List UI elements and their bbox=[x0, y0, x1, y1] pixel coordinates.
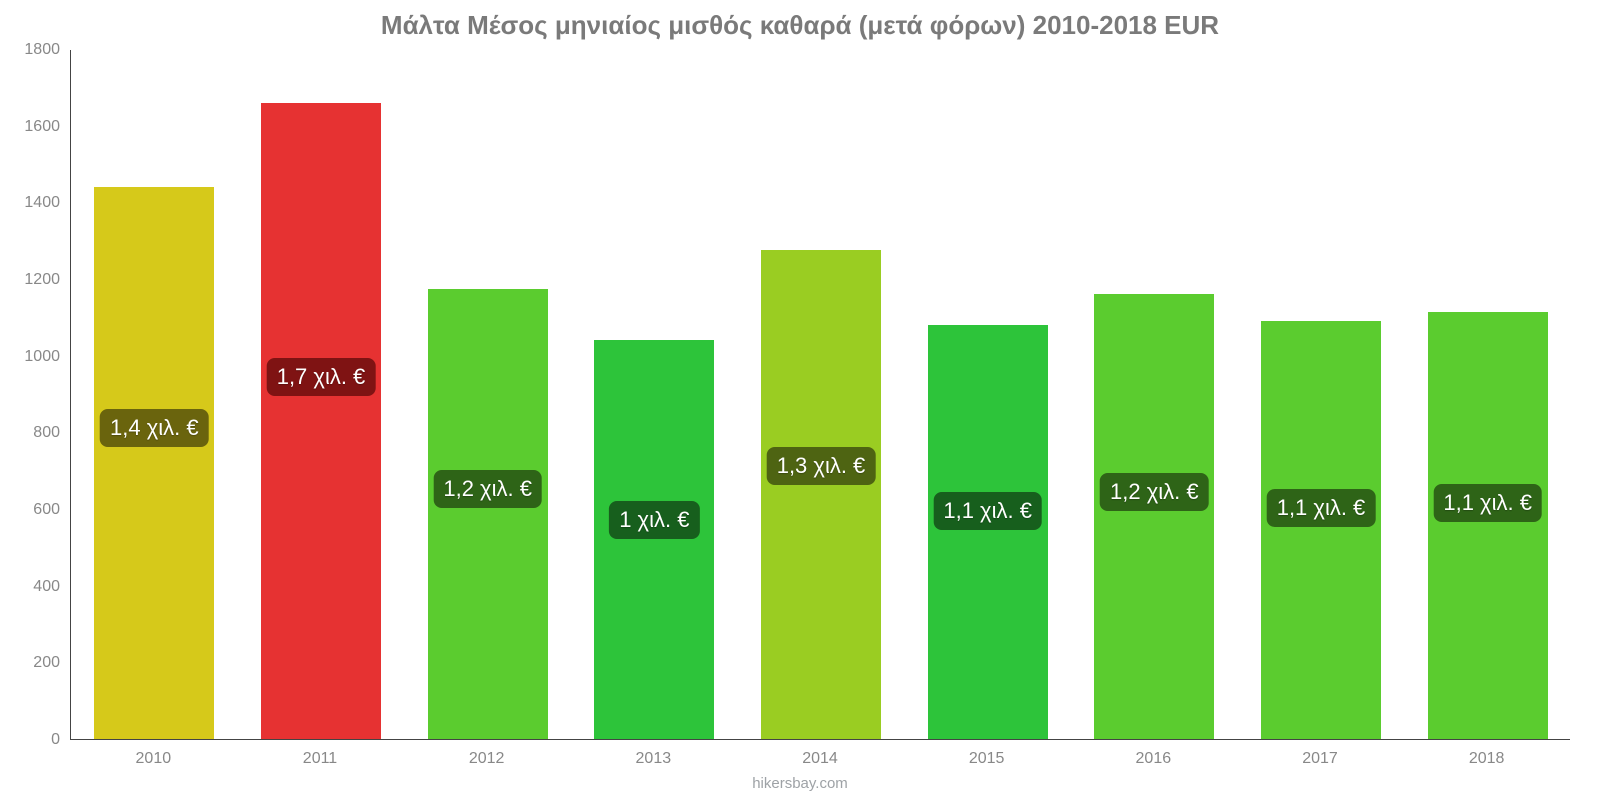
bar-value-label: 1,3 χιλ. € bbox=[767, 447, 876, 485]
x-tick-label: 2010 bbox=[136, 750, 172, 768]
y-tick-label: 600 bbox=[0, 501, 60, 519]
bar-value-label: 1,7 χιλ. € bbox=[267, 358, 376, 396]
bar bbox=[1094, 294, 1214, 739]
x-tick-label: 2012 bbox=[469, 750, 505, 768]
x-tick-label: 2014 bbox=[802, 750, 838, 768]
chart-caption: hikersbay.com bbox=[0, 775, 1600, 792]
y-tick-label: 1600 bbox=[0, 118, 60, 136]
x-tick-label: 2018 bbox=[1469, 750, 1505, 768]
y-tick-label: 1800 bbox=[0, 41, 60, 59]
x-tick-label: 2011 bbox=[303, 750, 337, 768]
bar-value-label: 1,1 χιλ. € bbox=[1433, 484, 1542, 522]
plot-area: 1,4 χιλ. € 1,7 χιλ. € 1,2 χιλ. € 1 χιλ. € 1,… bbox=[70, 50, 1570, 740]
bar-value-label: 1,2 χιλ. € bbox=[433, 470, 542, 508]
bar bbox=[1428, 312, 1548, 739]
y-tick-label: 200 bbox=[0, 654, 60, 672]
y-tick-label: 1400 bbox=[0, 194, 60, 212]
bar bbox=[261, 103, 381, 739]
x-tick-label: 2017 bbox=[1302, 750, 1338, 768]
y-tick-label: 800 bbox=[0, 424, 60, 442]
chart-title: Μάλτα Μέσος μηνιαίος μισθός καθαρά (μετά… bbox=[0, 10, 1600, 41]
y-tick-label: 1200 bbox=[0, 271, 60, 289]
bar bbox=[1261, 321, 1381, 739]
y-tick-label: 400 bbox=[0, 578, 60, 596]
bar-value-label: 1,2 χιλ. € bbox=[1100, 473, 1209, 511]
bar-value-label: 1,1 χιλ. € bbox=[933, 492, 1042, 530]
bar-value-label: 1,4 χιλ. € bbox=[100, 409, 209, 447]
bar bbox=[94, 187, 214, 739]
bar bbox=[928, 325, 1048, 739]
bar-value-label: 1 χιλ. € bbox=[609, 501, 699, 539]
bar bbox=[428, 289, 548, 739]
y-tick-label: 1000 bbox=[0, 348, 60, 366]
bar bbox=[761, 250, 881, 739]
y-tick-label: 0 bbox=[0, 731, 60, 749]
salary-bar-chart: Μάλτα Μέσος μηνιαίος μισθός καθαρά (μετά… bbox=[0, 0, 1600, 800]
bar bbox=[594, 340, 714, 739]
bar-value-label: 1,1 χιλ. € bbox=[1267, 489, 1376, 527]
x-tick-label: 2015 bbox=[969, 750, 1005, 768]
x-tick-label: 2016 bbox=[1136, 750, 1172, 768]
x-tick-label: 2013 bbox=[636, 750, 672, 768]
